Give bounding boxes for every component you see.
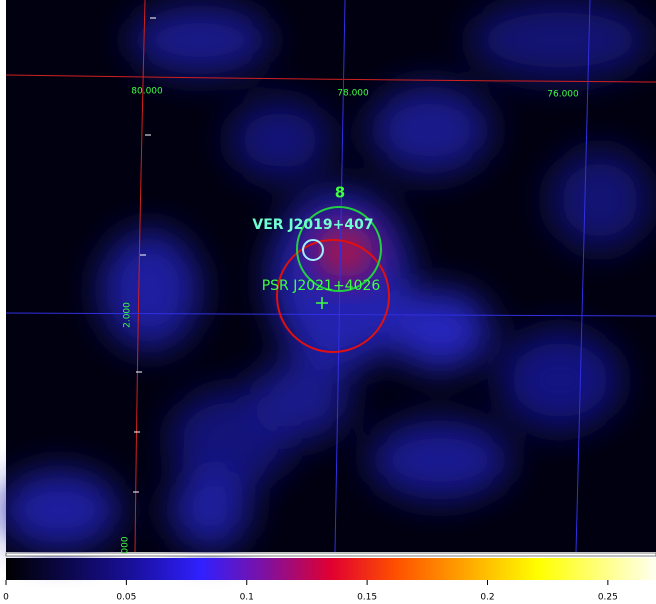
colorbar-tick-label: 0.15 (357, 593, 377, 603)
psr-label: PSR J2021+4026 (262, 278, 381, 294)
dec-label: 2.000 (123, 302, 133, 328)
ver-label: VER J2019+407 (252, 217, 373, 233)
ra-label: 76.000 (547, 90, 579, 100)
colorbar-ticks: 0 0.05 0.1 0.15 0.2 0.25 (3, 580, 618, 603)
colorbar-tick-label: 0.2 (480, 593, 494, 603)
dec-label: 000 (121, 536, 131, 553)
colorbar-tick-label: 0.05 (116, 593, 136, 603)
ra-label: 80.000 (131, 87, 163, 97)
sky-image (0, 0, 656, 552)
colorbar-tick-label: 0 (3, 593, 9, 603)
colorbar: 0 0.05 0.1 0.15 0.2 0.25 (3, 552, 656, 603)
grid-labels: 80.000 78.000 76.000 2.000 000 (121, 87, 580, 554)
colorbar-tick-label: 0.1 (240, 593, 254, 603)
colorbar-tick-label: 0.25 (598, 593, 618, 603)
region-count: 8 (335, 184, 345, 202)
ra-label: 78.000 (337, 89, 369, 99)
coordinate-grid (5, 0, 656, 553)
regions (276, 206, 390, 353)
